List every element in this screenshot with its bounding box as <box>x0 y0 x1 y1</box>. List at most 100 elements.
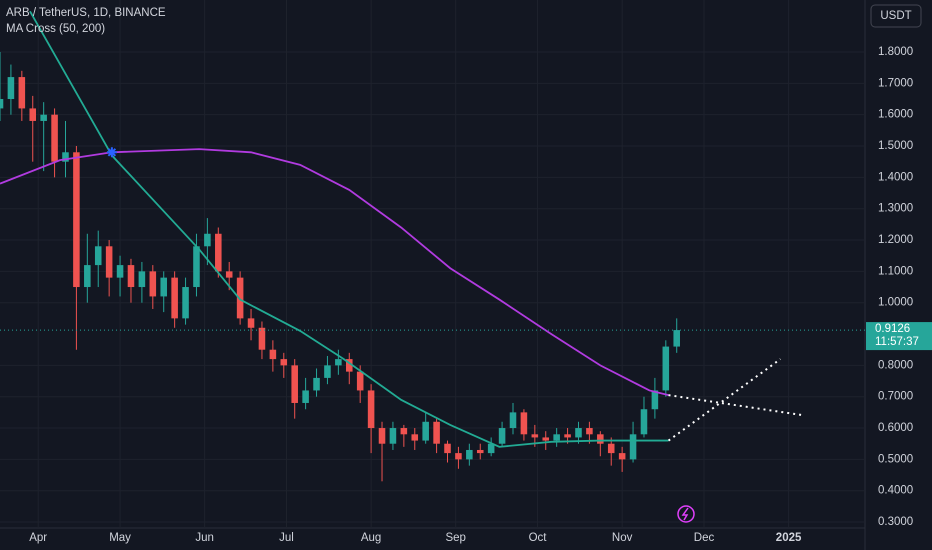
candle-body <box>466 449 473 460</box>
candle-body <box>487 443 495 454</box>
candle-body <box>182 287 189 319</box>
candle-body <box>597 434 604 444</box>
candle-body <box>171 277 178 319</box>
candle-body <box>215 233 222 272</box>
candle-body <box>62 152 69 162</box>
candle-body <box>564 434 571 438</box>
candle-body <box>269 349 277 360</box>
candle-body <box>7 77 15 100</box>
candle-body <box>0 99 4 109</box>
y-tick-label: 1.2000 <box>878 234 913 246</box>
candle-body <box>127 265 135 288</box>
countdown-label: 11:57:37 <box>875 336 919 348</box>
candle-body <box>356 371 364 391</box>
candle-body <box>94 246 102 266</box>
plot <box>0 10 865 482</box>
candle-body <box>18 77 26 109</box>
y-tick-label: 0.7000 <box>878 391 913 403</box>
y-tick-label: 0.5000 <box>878 453 913 465</box>
candle-body <box>673 330 680 347</box>
y-tick-label: 1.8000 <box>878 46 913 58</box>
projection-line <box>667 358 781 442</box>
y-tick-label: 1.6000 <box>878 109 913 121</box>
y-tick-label: 0.6000 <box>878 422 913 434</box>
candle-body <box>411 434 419 441</box>
cross-marker <box>106 147 117 158</box>
candle-body <box>193 246 200 288</box>
x-tick-label: 2025 <box>776 532 802 544</box>
currency-button[interactable] <box>870 4 922 28</box>
candle-body <box>607 443 615 454</box>
y-tick-label: 1.3000 <box>878 203 913 215</box>
candle-body <box>378 428 386 444</box>
x-tick-label: Jun <box>195 532 214 544</box>
candle-body <box>389 428 397 444</box>
candle-body <box>313 377 320 391</box>
candle-body <box>258 327 266 350</box>
candle-body <box>105 246 113 278</box>
candle-body <box>662 346 670 391</box>
event-icon-bolt <box>681 507 689 521</box>
candle-body <box>138 271 146 288</box>
x-tick-label: Nov <box>612 532 633 544</box>
last-price-tag <box>866 322 932 351</box>
event-icon[interactable] <box>677 505 695 523</box>
y-tick-label: 1.1000 <box>878 265 913 277</box>
candle-body <box>640 409 648 435</box>
grid <box>0 0 865 528</box>
candle-body <box>346 359 353 372</box>
x-tick-label: Jul <box>279 532 294 544</box>
x-tick-label: Aug <box>361 532 381 544</box>
candle-body <box>29 108 37 121</box>
candle-body <box>433 421 440 444</box>
candle-body <box>542 437 550 441</box>
x-tick-label: May <box>109 532 131 544</box>
last-price-label: 0.9126 <box>875 323 910 335</box>
candle-body <box>455 453 462 460</box>
candle-body <box>367 390 375 429</box>
candle-body <box>291 365 298 403</box>
ma-line <box>29 10 669 448</box>
indicator-label: MA Cross (50, 200) <box>6 23 105 35</box>
candle-body <box>225 271 233 278</box>
y-tick-label: 1.4000 <box>878 171 913 183</box>
candle-body <box>586 428 593 435</box>
candle-body <box>149 271 157 297</box>
candle-body <box>520 412 528 435</box>
x-tick-label: Sep <box>445 532 465 544</box>
candle-body <box>531 434 539 438</box>
candle-body <box>422 421 429 441</box>
candle-body <box>651 390 659 410</box>
x-tick-label: Apr <box>29 532 47 544</box>
candle-body <box>160 277 167 297</box>
x-tick-label: Oct <box>529 532 548 544</box>
y-tick-label: 0.3000 <box>878 516 913 528</box>
ma-line <box>0 148 669 397</box>
candle-body <box>236 277 244 319</box>
candle-body <box>400 428 408 435</box>
candle-body <box>280 359 288 366</box>
y-tick-label: 1.0000 <box>878 297 913 309</box>
candle-body <box>324 365 331 378</box>
candle-body <box>618 453 626 460</box>
candle-body <box>51 114 58 162</box>
currency-label[interactable]: USDT <box>880 10 911 22</box>
candle-body <box>575 428 582 438</box>
candle-body <box>302 390 309 403</box>
x-tick-label: Dec <box>694 532 715 544</box>
candle-body <box>629 434 637 460</box>
candle-body <box>553 434 560 441</box>
y-tick-label: 1.7000 <box>878 77 913 89</box>
candle-body <box>498 428 506 444</box>
y-tick-label: 0.8000 <box>878 359 913 371</box>
projection-line <box>668 394 806 417</box>
candle-body <box>476 449 484 454</box>
y-tick-label: 1.5000 <box>878 140 913 152</box>
candle-body <box>73 152 80 288</box>
candle-body <box>247 318 255 328</box>
candle-body <box>40 114 47 121</box>
candle-body <box>204 233 211 247</box>
candle-body <box>509 412 517 429</box>
